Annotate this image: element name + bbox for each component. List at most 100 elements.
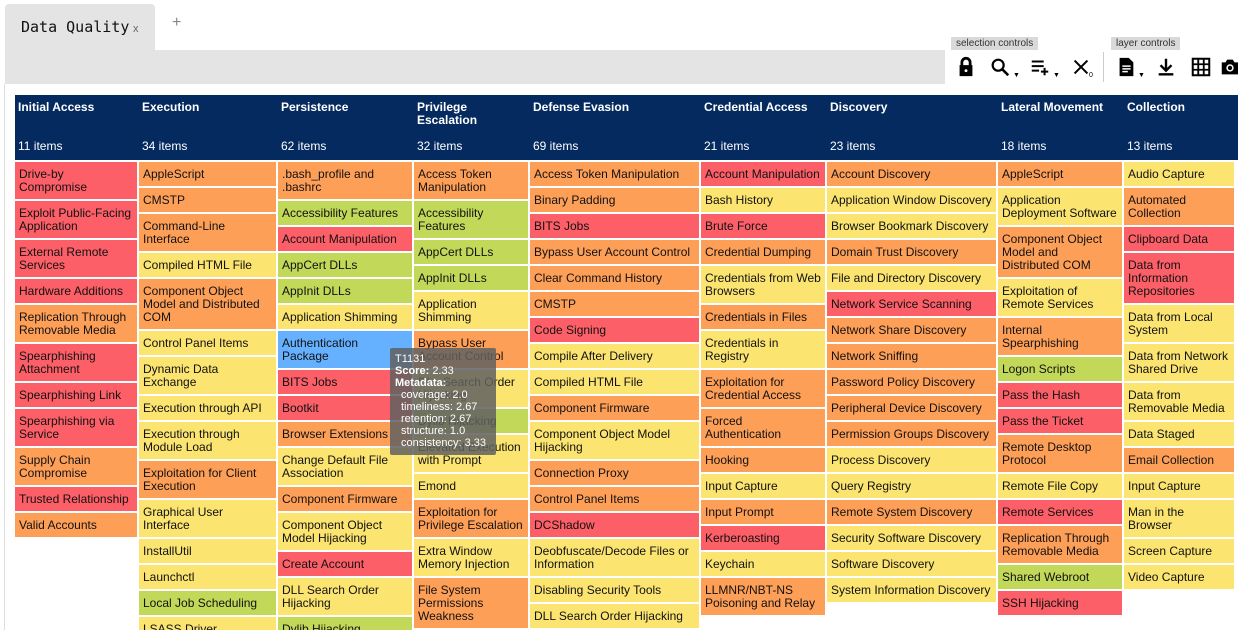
technique-cell[interactable]: Bash History [701, 188, 825, 214]
technique-cell[interactable]: DLL Search Order Hijacking [530, 604, 699, 630]
technique-cell[interactable]: Data from Local System [1124, 305, 1234, 344]
technique-cell[interactable]: Valid Accounts [15, 513, 137, 539]
technique-cell[interactable]: Account Manipulation [701, 162, 825, 188]
technique-cell[interactable]: Data from Removable Media [1124, 383, 1234, 422]
technique-cell[interactable]: Remote Desktop Protocol [998, 435, 1122, 474]
technique-cell[interactable]: Data Staged [1124, 422, 1234, 448]
technique-cell[interactable]: Spearphishing Attachment [15, 344, 137, 383]
technique-cell[interactable]: BITS Jobs [278, 370, 412, 396]
technique-cell[interactable]: Component Object Model and Distributed C… [139, 279, 276, 331]
technique-cell[interactable]: Credentials in Registry [701, 331, 825, 370]
technique-cell[interactable]: Code Signing [530, 318, 699, 344]
technique-cell[interactable]: Credential Dumping [701, 240, 825, 266]
technique-cell[interactable]: Compile After Delivery [530, 344, 699, 370]
tactic-name[interactable]: Persistence [281, 100, 349, 114]
technique-cell[interactable]: Execution through API [139, 396, 276, 422]
technique-cell[interactable]: Remote System Discovery [827, 500, 996, 526]
technique-cell[interactable]: Deobfuscate/Decode Files or Information [530, 539, 699, 578]
technique-cell[interactable]: AppCert DLLs [414, 240, 528, 266]
render-svg-button[interactable] [1219, 52, 1238, 82]
technique-cell[interactable]: Graphical User Interface [139, 500, 276, 539]
technique-cell[interactable]: Dynamic Data Exchange [139, 357, 276, 396]
new-tab-button[interactable]: + [172, 14, 182, 31]
technique-cell[interactable]: AppCert DLLs [278, 253, 412, 279]
technique-cell[interactable]: DCShadow [530, 513, 699, 539]
technique-cell[interactable]: Change Default File Association [278, 448, 412, 487]
technique-cell[interactable]: File System Permissions Weakness [414, 578, 528, 630]
tactic-name[interactable]: Defense Evasion [533, 100, 630, 114]
technique-cell[interactable]: Access Token Manipulation [530, 162, 699, 188]
technique-cell[interactable]: Remote File Copy [998, 474, 1122, 500]
technique-cell[interactable]: Bypass User Account Control [530, 240, 699, 266]
tab-title[interactable]: Data Quality [21, 18, 130, 36]
technique-cell[interactable]: Kerberoasting [701, 526, 825, 552]
technique-cell[interactable]: Connection Proxy [530, 461, 699, 487]
technique-cell[interactable]: Supply Chain Compromise [15, 448, 137, 487]
technique-cell[interactable]: Bootkit [278, 396, 412, 422]
lock-button[interactable] [951, 52, 981, 82]
download-button[interactable] [1151, 52, 1181, 82]
technique-cell[interactable]: Peripheral Device Discovery [827, 396, 996, 422]
technique-cell[interactable]: Input Capture [701, 474, 825, 500]
technique-cell[interactable]: Account Manipulation [278, 227, 412, 253]
technique-cell[interactable]: DLL Search Order Hijacking [278, 578, 412, 617]
technique-cell[interactable]: Control Panel Items [139, 331, 276, 357]
technique-cell[interactable]: Browser Bookmark Discovery [827, 214, 996, 240]
technique-cell[interactable]: Network Sniffing [827, 344, 996, 370]
technique-cell[interactable]: Replication Through Removable Media [15, 305, 137, 344]
tactic-name[interactable]: Credential Access [704, 100, 808, 114]
technique-cell[interactable]: CMSTP [139, 188, 276, 214]
technique-cell[interactable]: Network Share Discovery [827, 318, 996, 344]
technique-cell[interactable]: Internal Spearphishing [998, 318, 1122, 357]
technique-cell[interactable]: AppleScript [139, 162, 276, 188]
technique-cell[interactable]: InstallUtil [139, 539, 276, 565]
technique-cell[interactable]: .bash_profile and .bashrc [278, 162, 412, 201]
technique-cell[interactable]: Remote Services [998, 500, 1122, 526]
technique-cell[interactable]: Pass the Hash [998, 383, 1122, 409]
technique-cell[interactable]: Extra Window Memory Injection [414, 539, 528, 578]
technique-cell[interactable]: Accessibility Features [278, 201, 412, 227]
technique-cell[interactable]: Emond [414, 474, 528, 500]
technique-cell[interactable]: Security Software Discovery [827, 526, 996, 552]
technique-cell[interactable]: Network Service Scanning [827, 292, 996, 318]
tab-close-button[interactable]: x [133, 23, 139, 35]
technique-cell[interactable]: Spearphishing via Service [15, 409, 137, 448]
technique-cell[interactable]: Automated Collection [1124, 188, 1234, 227]
technique-cell[interactable]: Brute Force [701, 214, 825, 240]
technique-cell[interactable]: Accessibility Features [414, 201, 528, 240]
tactic-name[interactable]: Discovery [830, 100, 888, 114]
technique-cell[interactable]: Exploitation for Client Execution [139, 461, 276, 500]
technique-cell[interactable]: Password Policy Discovery [827, 370, 996, 396]
technique-cell[interactable]: Exploitation of Remote Services [998, 279, 1122, 318]
technique-cell[interactable]: Component Object Model Hijacking [530, 422, 699, 461]
layer-info-dropdown-caret[interactable]: ▼ [1138, 72, 1145, 79]
technique-cell[interactable]: SSH Hijacking [998, 591, 1122, 617]
technique-cell[interactable]: System Information Discovery [827, 578, 996, 604]
technique-cell[interactable]: Software Discovery [827, 552, 996, 578]
search-button[interactable] [985, 52, 1015, 82]
technique-cell[interactable]: Data from Network Shared Drive [1124, 344, 1234, 383]
tab-data-quality[interactable]: Data Quality x [5, 4, 155, 50]
technique-cell[interactable]: Exploitation for Credential Access [701, 370, 825, 409]
technique-cell[interactable]: Forced Authentication [701, 409, 825, 448]
tactic-name[interactable]: Lateral Movement [1001, 100, 1104, 114]
technique-cell[interactable]: Trusted Relationship [15, 487, 137, 513]
multiselect-button[interactable] [1025, 52, 1055, 82]
technique-cell[interactable]: Application Deployment Software [998, 188, 1122, 227]
tactic-name[interactable]: Privilege Escalation [417, 100, 478, 127]
technique-cell[interactable]: Access Token Manipulation [414, 162, 528, 201]
technique-cell[interactable]: Component Firmware [278, 487, 412, 513]
technique-cell[interactable]: Browser Extensions [278, 422, 412, 448]
technique-cell[interactable]: Replication Through Removable Media [998, 526, 1122, 565]
technique-cell[interactable]: AppInit DLLs [414, 266, 528, 292]
technique-cell[interactable]: Email Collection [1124, 448, 1234, 474]
technique-cell[interactable]: Account Discovery [827, 162, 996, 188]
technique-cell[interactable]: Credentials in Files [701, 305, 825, 331]
technique-cell[interactable]: Compiled HTML File [530, 370, 699, 396]
technique-cell[interactable]: Logon Scripts [998, 357, 1122, 383]
technique-cell[interactable]: Clipboard Data [1124, 227, 1234, 253]
technique-cell[interactable]: Component Object Model and Distributed C… [998, 227, 1122, 279]
technique-cell[interactable]: AppleScript [998, 162, 1122, 188]
technique-cell[interactable]: CMSTP [530, 292, 699, 318]
technique-cell[interactable]: Compiled HTML File [139, 253, 276, 279]
